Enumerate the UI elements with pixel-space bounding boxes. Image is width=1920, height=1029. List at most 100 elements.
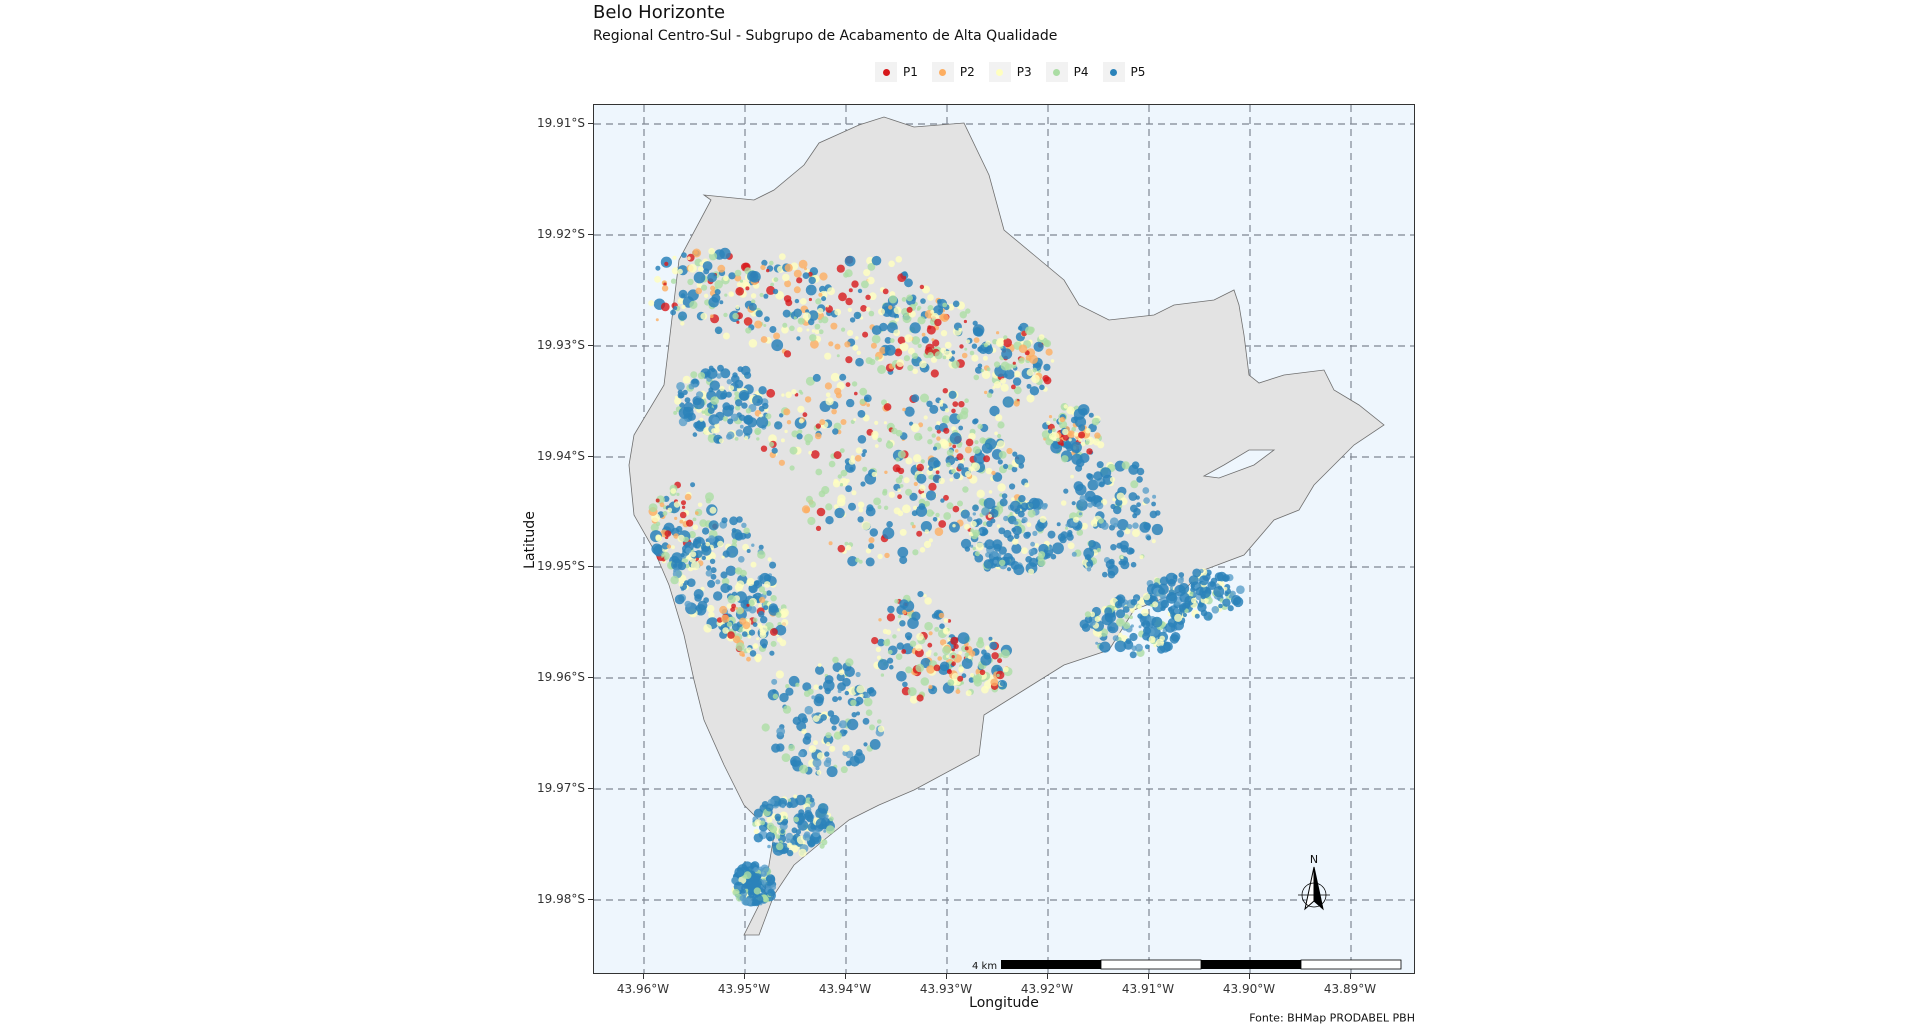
property-point	[761, 879, 767, 885]
property-point	[877, 365, 887, 374]
property-point	[754, 819, 762, 827]
property-point	[735, 642, 745, 652]
property-point	[865, 506, 876, 517]
map-canvas[interactable]: 4 km N	[594, 105, 1415, 974]
property-point	[693, 383, 698, 388]
property-point	[933, 652, 938, 657]
property-point	[673, 306, 678, 311]
property-point	[1080, 441, 1086, 447]
property-point	[977, 346, 983, 352]
property-point	[732, 312, 739, 320]
property-point	[1026, 394, 1035, 403]
property-point	[1013, 564, 1025, 576]
property-point	[965, 308, 971, 314]
property-point	[1095, 641, 1099, 645]
property-point	[772, 689, 777, 694]
property-point	[996, 673, 1000, 678]
y-tick-mark	[588, 456, 593, 457]
map-panel[interactable]: 4 km N	[593, 104, 1415, 974]
property-point	[714, 326, 723, 335]
property-point	[755, 656, 761, 663]
property-point	[804, 396, 812, 403]
property-point	[757, 550, 766, 559]
property-point	[837, 696, 842, 701]
property-point	[965, 690, 972, 697]
property-point	[1029, 386, 1040, 396]
property-point	[861, 280, 869, 289]
property-point	[807, 516, 816, 526]
property-point	[1216, 571, 1227, 582]
property-point	[850, 419, 855, 424]
property-point	[1001, 493, 1008, 499]
property-point	[894, 313, 899, 319]
property-point	[866, 403, 870, 407]
property-point	[819, 419, 826, 426]
property-point	[1078, 437, 1083, 442]
property-point	[952, 505, 960, 513]
property-point	[862, 449, 867, 454]
property-point	[845, 382, 851, 387]
property-point	[748, 892, 755, 898]
property-point	[783, 815, 786, 819]
property-point	[1061, 455, 1069, 463]
property-point	[776, 637, 783, 643]
scale-bar-segment-1	[1001, 960, 1101, 969]
property-point	[716, 617, 723, 623]
property-point	[1143, 626, 1151, 635]
property-point	[708, 611, 715, 619]
property-point	[1134, 643, 1143, 652]
property-point	[1007, 464, 1013, 470]
property-point	[1174, 608, 1180, 614]
property-point	[844, 666, 855, 678]
property-point	[670, 545, 675, 550]
property-point	[734, 379, 744, 389]
property-point	[1009, 511, 1013, 516]
property-point	[899, 342, 909, 352]
property-point	[707, 407, 715, 414]
legend-dot-p5	[1110, 68, 1117, 76]
property-point	[786, 849, 794, 857]
property-point	[884, 552, 890, 559]
property-point	[781, 326, 789, 334]
property-point	[1059, 416, 1066, 423]
property-point	[939, 623, 945, 629]
property-point	[761, 888, 766, 894]
property-point	[1030, 541, 1035, 547]
property-point	[825, 392, 831, 398]
property-point	[909, 695, 918, 704]
property-point	[999, 498, 1008, 507]
property-point	[816, 752, 825, 760]
property-point	[971, 462, 981, 472]
property-point	[677, 534, 685, 543]
property-point	[916, 463, 924, 472]
property-point	[870, 342, 877, 349]
property-point	[743, 527, 750, 534]
property-point	[795, 682, 800, 687]
property-point	[911, 336, 921, 345]
property-point	[951, 408, 956, 414]
property-point	[928, 538, 933, 543]
property-point	[973, 327, 983, 337]
property-point	[785, 687, 794, 696]
property-point	[825, 503, 833, 511]
property-point	[951, 468, 956, 474]
property-point	[915, 644, 923, 652]
property-point	[813, 740, 818, 746]
property-point	[748, 599, 755, 607]
property-point	[1029, 354, 1038, 364]
property-point	[986, 392, 993, 398]
property-point	[1227, 605, 1234, 612]
property-point	[680, 293, 686, 298]
property-point	[964, 398, 969, 404]
property-point	[1071, 453, 1083, 465]
property-point	[973, 452, 986, 465]
property-point	[928, 684, 933, 690]
property-point	[864, 396, 869, 401]
property-point	[979, 437, 986, 444]
property-point	[902, 314, 912, 324]
property-point	[1078, 424, 1086, 432]
property-point	[720, 583, 731, 594]
property-point	[871, 255, 882, 266]
property-point	[877, 437, 882, 443]
property-point	[1152, 601, 1159, 608]
